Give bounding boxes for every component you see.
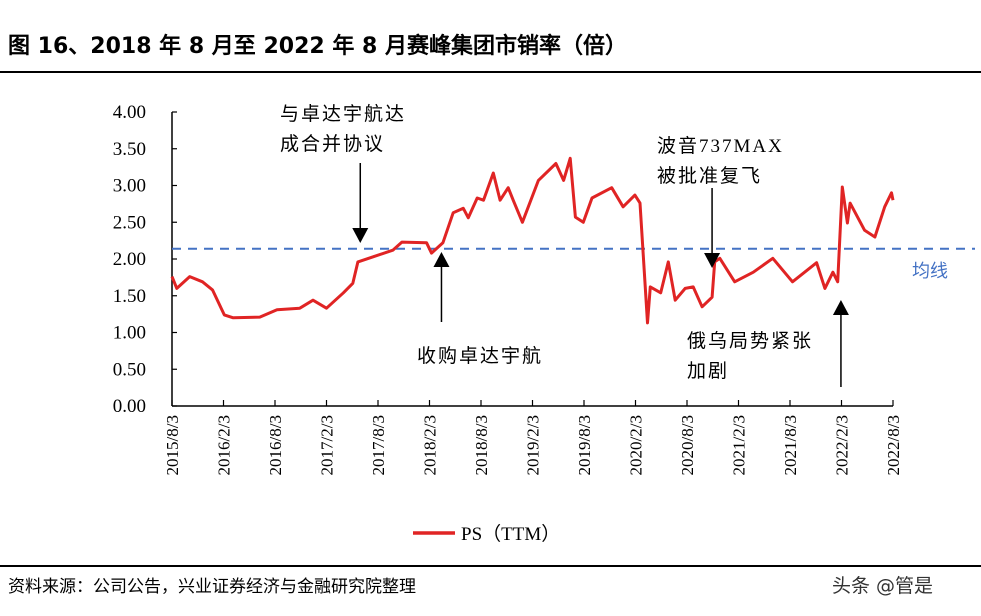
- series-line-ps-ttm: [170, 156, 895, 325]
- x-tick-label: 2016/2/3: [215, 415, 234, 475]
- legend: PS（TTM）: [413, 523, 560, 545]
- watermark: 头条 @管是: [832, 575, 934, 597]
- annotation-arrow-head-icon: [433, 252, 450, 267]
- legend-label-ps-ttm: PS（TTM）: [461, 523, 560, 545]
- x-tick-label: 2021/8/3: [781, 415, 800, 475]
- annotation: 收购卓达宇航: [417, 252, 543, 367]
- title-divider: [0, 71, 981, 73]
- figure-title: 图 16、2018 年 8 月至 2022 年 8 月赛峰集团市销率（倍）: [8, 34, 627, 59]
- annotation-text: 波音737MAX: [657, 135, 784, 157]
- y-tick-label: 1.00: [113, 323, 146, 344]
- x-tick-label: 2018/2/3: [421, 415, 440, 475]
- x-tick-label: 2017/2/3: [318, 415, 337, 475]
- footer-divider: [0, 565, 981, 567]
- x-tick-label: 2015/8/3: [163, 415, 182, 475]
- annotation-text: 被批准复飞: [657, 165, 762, 187]
- annotation-arrow-head-icon: [704, 253, 721, 268]
- y-tick-label: 4.00: [113, 102, 146, 123]
- x-tick-label: 2016/8/3: [266, 415, 285, 475]
- y-tick-label: 0.00: [113, 396, 146, 417]
- y-tick-label: 3.00: [113, 176, 146, 197]
- annotation: 波音737MAX 被批准复飞: [657, 135, 784, 268]
- annotation-text: 加剧: [687, 360, 729, 382]
- x-tick-label: 2022/8/3: [884, 415, 903, 475]
- annotation-arrow-head-icon: [352, 228, 369, 243]
- x-tick-label: 2022/2/3: [833, 415, 852, 475]
- annotation-text: 收购卓达宇航: [417, 345, 543, 367]
- y-tick-label: 3.50: [113, 139, 146, 160]
- marks: 均线: [170, 156, 975, 325]
- y-tick-label: 2.50: [113, 212, 146, 233]
- x-tick-label: 2018/8/3: [472, 415, 491, 475]
- y-tick-label: 0.50: [113, 359, 146, 380]
- source-note: 资料来源：公司公告，兴业证券经济与金融研究院整理: [8, 577, 416, 596]
- y-tick-label: 1.50: [113, 286, 146, 307]
- annotation-text: 成合并协议: [280, 133, 385, 155]
- annotation-text: 与卓达宇航达: [280, 103, 406, 125]
- annotation-arrow-head-icon: [832, 300, 849, 315]
- y-tick-label: 2.00: [113, 249, 146, 270]
- x-tick-label: 2019/8/3: [575, 415, 594, 475]
- x-tick-label: 2020/8/3: [678, 415, 697, 475]
- x-tick-label: 2020/2/3: [627, 415, 646, 475]
- x-tick-label: 2021/2/3: [730, 415, 749, 475]
- x-tick-label: 2017/8/3: [369, 415, 388, 475]
- axes: 0.00 0.50 1.00 1.50 2.00 2.50 3.00 3.50 4.00 2015…: [113, 102, 903, 475]
- mean-line-label: 均线: [912, 261, 948, 281]
- x-tick-label: 2019/2/3: [524, 415, 543, 475]
- annotation-text: 俄乌局势紧张: [687, 330, 813, 352]
